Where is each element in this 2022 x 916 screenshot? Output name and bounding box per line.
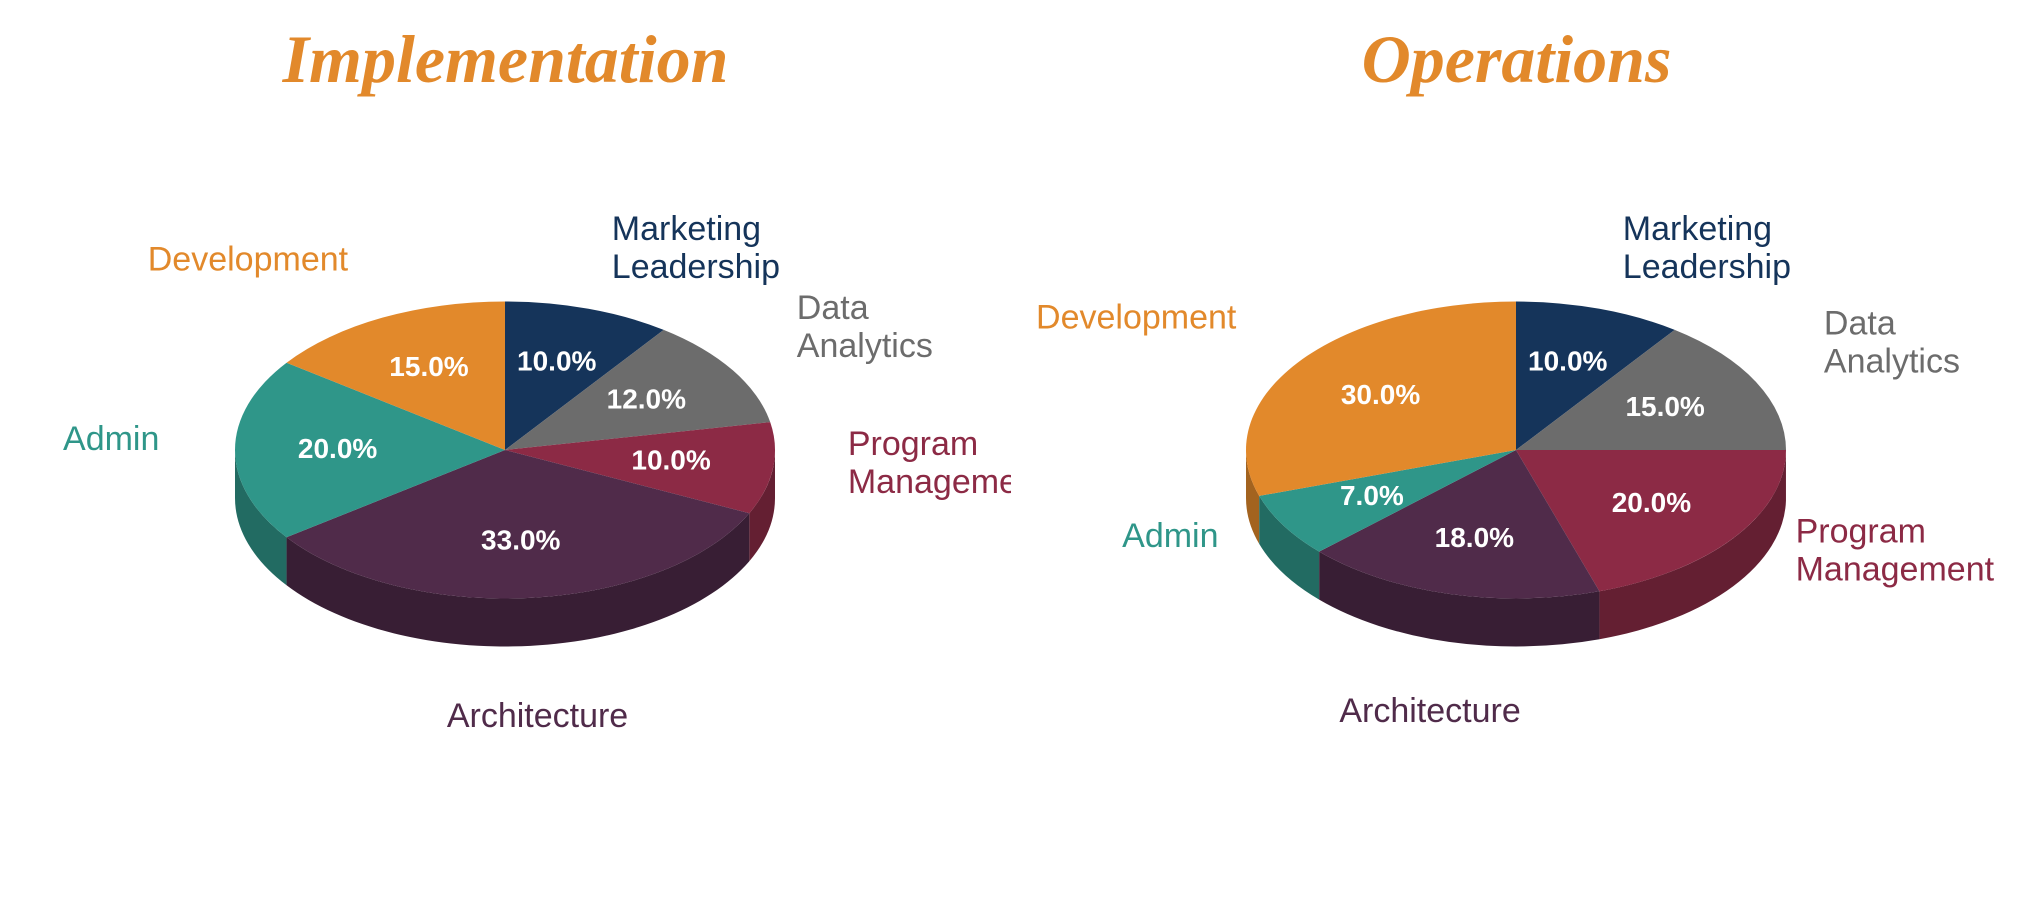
page: Implementation 10.0% 12.0% 10.0% 33.0% 20.0%… xyxy=(0,0,2022,916)
slice-label-data_analytics: DataAnalytics xyxy=(797,289,933,365)
pie-chart-implementation: 10.0% 12.0% 10.0% 33.0% 20.0% 15.0% MarketingL… xyxy=(0,120,1011,900)
slice-value-program_management: 20.0% xyxy=(1612,487,1691,518)
slice-label-program_management: ProgramManagement xyxy=(848,425,1011,501)
slice-value-marketing_leadership: 10.0% xyxy=(517,345,596,376)
slice-value-data_analytics: 15.0% xyxy=(1625,391,1704,422)
slice-label-marketing_leadership: MarketingLeadership xyxy=(1623,210,1791,286)
chart-title-implementation: Implementation xyxy=(283,20,729,99)
chart-panel-operations: Operations 10.0% 15.0% 20.0% 18.0% 7.0% 30.0%… xyxy=(1011,0,2022,916)
slice-value-program_management: 10.0% xyxy=(631,445,710,476)
slice-value-admin: 20.0% xyxy=(298,433,377,464)
chart-title-operations: Operations xyxy=(1362,20,1672,99)
slice-value-development: 30.0% xyxy=(1341,379,1420,410)
slice-label-architecture: Architecture xyxy=(447,697,628,735)
slice-value-admin: 7.0% xyxy=(1340,480,1404,511)
slice-value-marketing_leadership: 10.0% xyxy=(1528,345,1607,376)
slice-value-development: 15.0% xyxy=(389,351,468,382)
slice-label-development: Development xyxy=(1036,298,1237,336)
slice-label-marketing_leadership: MarketingLeadership xyxy=(612,210,780,286)
slice-label-architecture: Architecture xyxy=(1339,692,1520,730)
slice-label-data_analytics: DataAnalytics xyxy=(1824,305,1960,381)
slice-value-data_analytics: 12.0% xyxy=(607,384,686,415)
slice-label-program_management: ProgramManagement xyxy=(1796,513,1995,589)
slice-label-development: Development xyxy=(148,241,349,279)
slice-label-admin: Admin xyxy=(1122,517,1218,555)
slice-label-admin: Admin xyxy=(63,420,159,458)
slice-value-architecture: 18.0% xyxy=(1435,522,1514,553)
slice-value-architecture: 33.0% xyxy=(481,525,560,556)
pie-chart-operations: 10.0% 15.0% 20.0% 18.0% 7.0% 30.0% MarketingLe… xyxy=(1011,120,2022,900)
chart-panel-implementation: Implementation 10.0% 12.0% 10.0% 33.0% 20.0%… xyxy=(0,0,1011,916)
